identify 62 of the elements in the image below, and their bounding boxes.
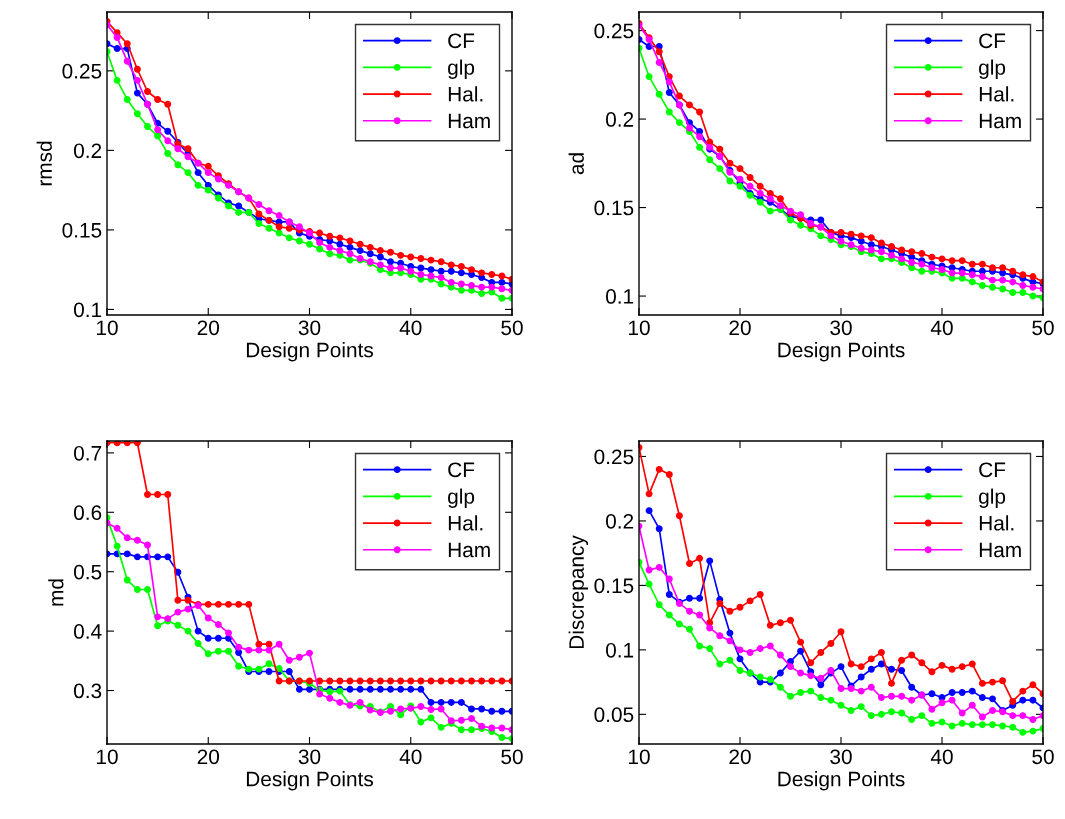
y-tick-label: 0.05 [594, 707, 634, 723]
x-tick-label: 50 [501, 320, 523, 336]
y-tick-label: 0.3 [73, 683, 102, 699]
y-tick-label: 0.5 [73, 564, 102, 580]
legend-label: Hal. [979, 515, 1014, 531]
y-tick-label: 0.6 [73, 505, 102, 521]
x-tick-label: 40 [930, 749, 953, 765]
legend-label: CF [979, 33, 1006, 49]
x-tick-label: 10 [629, 749, 650, 765]
y-tick-label: 0.25 [62, 63, 102, 79]
y-axis-title: ad [568, 153, 584, 175]
legend-label: glp [979, 488, 1006, 508]
legend-label: Hal. [448, 515, 483, 531]
x-tick-label: 30 [830, 749, 852, 765]
legend-label: CF [979, 462, 1006, 478]
y-tick-label: 0.7 [73, 445, 102, 461]
y-tick-label: 0.25 [594, 23, 634, 39]
x-tick-label: 10 [97, 749, 118, 765]
x-axis-title: Design Points [246, 771, 374, 791]
x-tick-label: 10 [97, 320, 118, 336]
x-axis-title: Design Points [246, 342, 374, 362]
legend-label: CF [448, 33, 475, 49]
legend-label: glp [979, 59, 1006, 79]
x-tick-label: 50 [1032, 749, 1054, 765]
y-tick-label: 0.15 [62, 222, 102, 238]
legend-label: CF [448, 462, 475, 478]
x-axis-title: Design Points [778, 342, 905, 362]
y-axis-title: rmsd [36, 141, 52, 186]
x-tick-label: 20 [197, 320, 220, 336]
legend-label: Ham [979, 113, 1021, 129]
legend-label: Ham [979, 542, 1021, 558]
y-tick-label: 0.2 [605, 112, 634, 127]
x-tick-label: 20 [197, 749, 220, 765]
x-tick-label: 30 [298, 320, 321, 336]
x-tick-label: 20 [729, 749, 751, 765]
x-tick-label: 40 [930, 320, 953, 336]
x-tick-label: 40 [399, 749, 422, 765]
y-tick-label: 0.1 [73, 302, 102, 318]
y-tick-label: 0.4 [73, 624, 102, 639]
legend-label: Hal. [979, 86, 1014, 102]
legend-label: Ham [448, 542, 490, 558]
y-tick-label: 0.15 [594, 200, 634, 216]
y-tick-label: 0.25 [594, 449, 634, 465]
x-tick-label: 30 [298, 749, 321, 765]
legend-label: glp [448, 488, 475, 508]
x-tick-label: 50 [501, 749, 523, 765]
y-tick-label: 0.2 [605, 513, 634, 529]
legend-label: Hal. [448, 86, 483, 102]
legend-label: glp [448, 59, 475, 79]
y-axis-title: md [48, 579, 64, 606]
x-tick-label: 20 [729, 320, 751, 336]
x-tick-label: 50 [1032, 320, 1054, 336]
x-tick-label: 10 [629, 320, 650, 336]
y-tick-label: 0.1 [605, 289, 634, 304]
y-axis-title: Discrepancy [568, 535, 589, 649]
x-axis-title: Design Points [778, 771, 905, 791]
y-tick-label: 0.1 [605, 642, 634, 658]
y-tick-label: 0.15 [594, 578, 634, 594]
y-tick-label: 0.2 [73, 143, 102, 159]
x-tick-label: 30 [830, 320, 852, 336]
x-tick-label: 40 [399, 320, 422, 336]
legend-label: Ham [448, 113, 490, 129]
